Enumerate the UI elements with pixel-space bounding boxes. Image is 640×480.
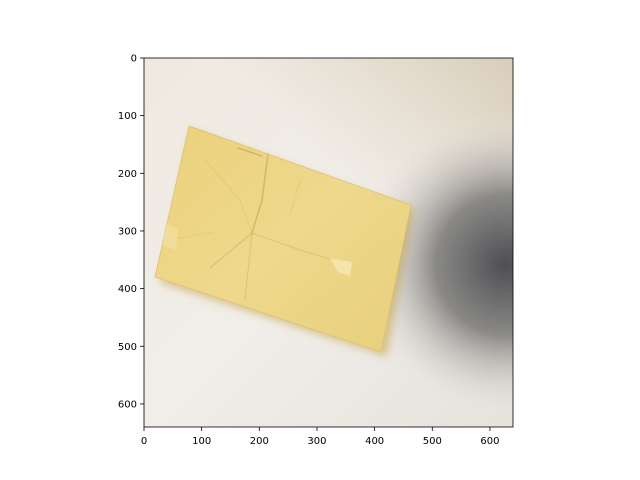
x-tick-label: 0 bbox=[141, 436, 147, 447]
axes-frame bbox=[143, 57, 514, 428]
y-tick-label: 0 bbox=[131, 54, 137, 65]
x-tick-label: 200 bbox=[250, 436, 269, 447]
y-axis: 0 100 200 300 400 500 600 bbox=[118, 54, 144, 410]
photo bbox=[144, 58, 513, 427]
x-tick-label: 400 bbox=[365, 436, 384, 447]
x-tick-label: 300 bbox=[307, 436, 326, 447]
y-tick-label: 500 bbox=[118, 342, 137, 353]
paper-highlight bbox=[330, 258, 352, 276]
x-tick-label: 500 bbox=[423, 436, 442, 447]
x-tick-label: 600 bbox=[480, 436, 499, 447]
x-axis: 0 100 200 300 400 500 600 bbox=[141, 427, 499, 447]
y-tick-label: 100 bbox=[118, 111, 137, 122]
x-tick-label: 100 bbox=[192, 436, 211, 447]
y-tick-label: 300 bbox=[118, 226, 137, 237]
y-tick-label: 600 bbox=[118, 399, 137, 410]
paper-highlight-left bbox=[163, 222, 178, 250]
paper-creases bbox=[169, 147, 341, 301]
y-tick-label: 200 bbox=[118, 169, 137, 180]
y-tick-label: 400 bbox=[118, 284, 137, 295]
